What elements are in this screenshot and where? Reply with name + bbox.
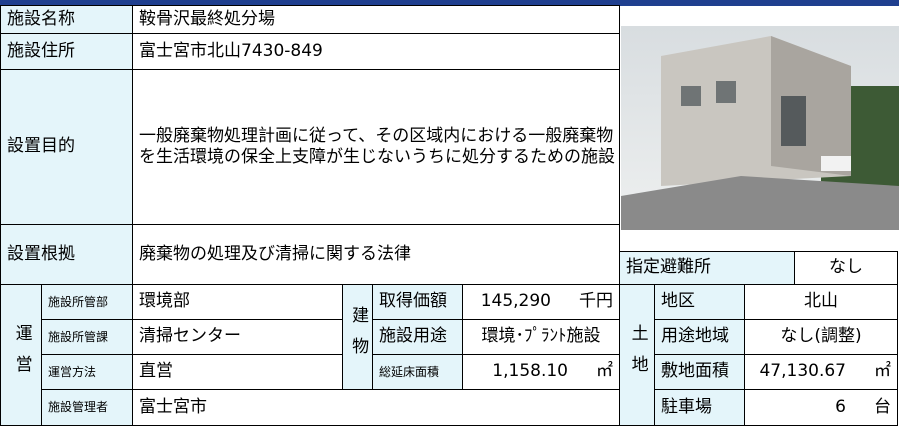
- value: 145,290: [480, 291, 551, 312]
- row-value: 富士宮市北山7430-849: [132, 33, 620, 70]
- row-value: 1,158.10 ㎡: [462, 354, 620, 390]
- facility-photo: [621, 26, 899, 230]
- row-label: 施設管理者: [41, 389, 133, 426]
- row-value: 145,290 千円: [462, 284, 620, 320]
- unit: ㎡: [874, 361, 891, 382]
- unit: 台: [874, 396, 891, 417]
- row-value: 廃棄物の処理及び清掃に関する法律: [132, 224, 620, 285]
- value: なし(調整): [780, 326, 862, 347]
- row-label: 総延床面積: [372, 354, 463, 390]
- evac-value: なし: [794, 251, 898, 285]
- group-label: 運営: [0, 284, 42, 426]
- row-label: 地区: [654, 284, 745, 320]
- row-value: 清掃センター: [132, 319, 343, 355]
- value: 6: [835, 396, 846, 417]
- row-value: 直営: [132, 354, 343, 390]
- row-label: 運営方法: [41, 354, 133, 390]
- value: 47,130.67: [759, 361, 846, 382]
- row-value: 環境部: [132, 284, 343, 320]
- row-label: 取得価額: [372, 284, 463, 320]
- evac-label: 指定避難所: [619, 251, 795, 285]
- row-value: 47,130.67 ㎡: [744, 354, 898, 390]
- value: 北山: [804, 291, 838, 312]
- row-label: 用途地域: [654, 319, 745, 355]
- row-value: なし(調整): [744, 319, 898, 355]
- row-label: 設置根拠: [0, 224, 133, 285]
- group-label: 建物: [342, 284, 373, 390]
- row-label: 施設所管部: [41, 284, 133, 320]
- row-label: 施設名称: [0, 5, 133, 34]
- row-value: 一般廃棄物処理計画に従って、その区域内における一般廃棄物を生活環境の保全上支障が…: [132, 69, 620, 225]
- value: 環境･ﾌﾟﾗﾝﾄ施設: [481, 326, 601, 347]
- unit: ㎡: [596, 361, 613, 382]
- row-label: 施設所管課: [41, 319, 133, 355]
- row-value: 富士宮市: [132, 389, 620, 426]
- top-bar: [0, 0, 899, 6]
- row-value: 鞍骨沢最終処分場: [132, 5, 620, 34]
- row-label: 施設用途: [372, 319, 463, 355]
- row-value: 北山: [744, 284, 898, 320]
- value: 1,158.10: [492, 361, 568, 382]
- row-value: 環境･ﾌﾟﾗﾝﾄ施設: [462, 319, 620, 355]
- group-label: 土地: [619, 284, 655, 426]
- row-label: 設置目的: [0, 69, 133, 225]
- row-label: 敷地面積: [654, 354, 745, 390]
- row-label: 施設住所: [0, 33, 133, 70]
- unit: 千円: [579, 291, 613, 312]
- row-label: 駐車場: [654, 389, 745, 426]
